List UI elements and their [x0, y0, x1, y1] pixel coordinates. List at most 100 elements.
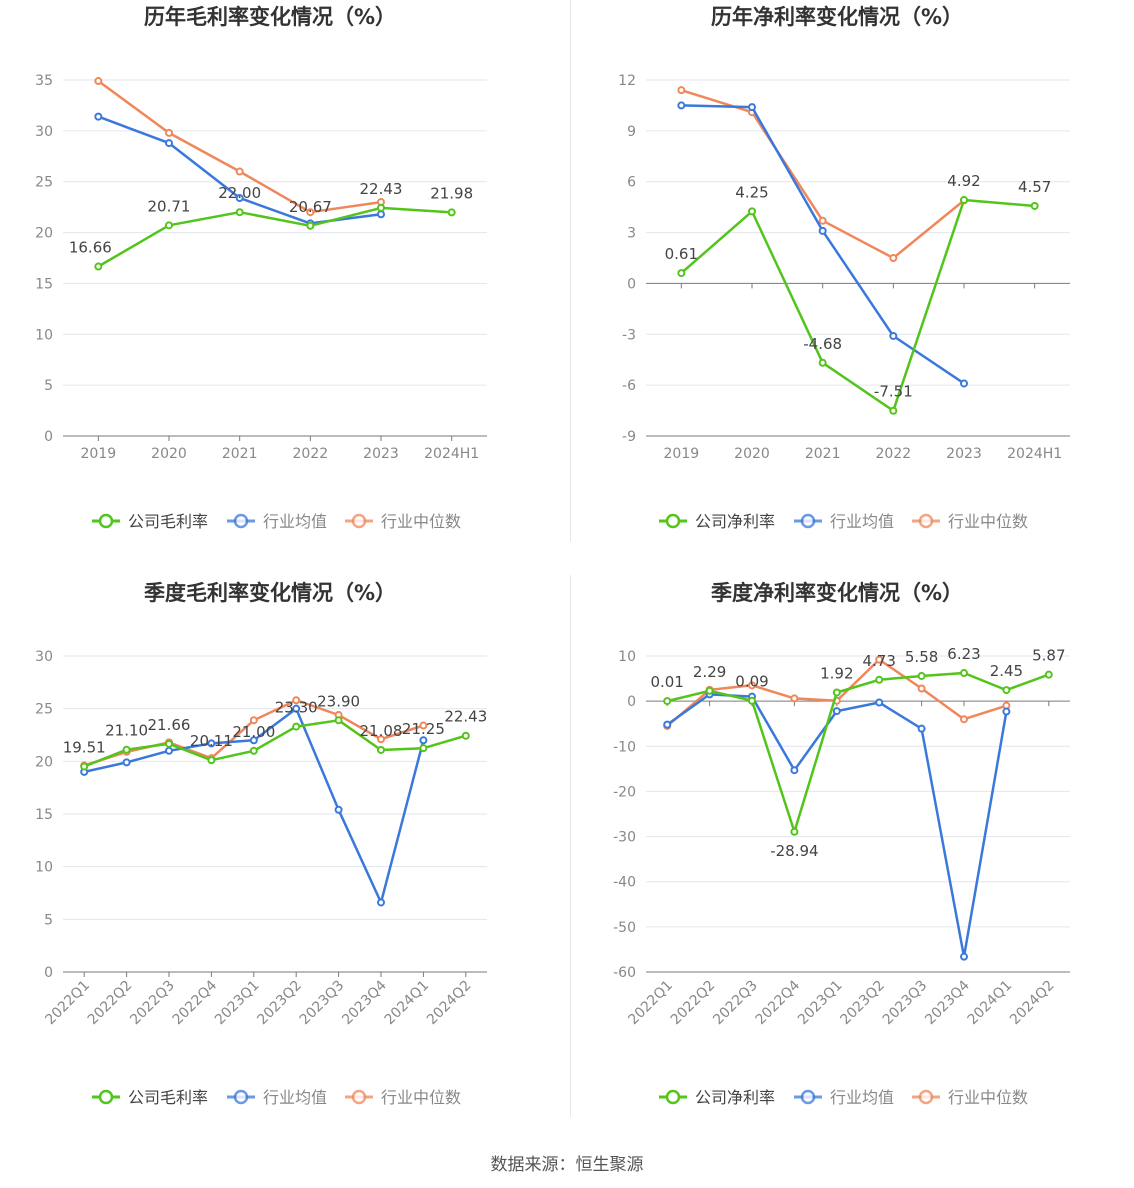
data-point-avg — [832, 707, 841, 716]
y-tick-label: -6 — [622, 378, 636, 394]
legend-label-avg: 行业均值 — [830, 512, 894, 531]
legend-label-company: 公司净利率 — [695, 1088, 775, 1107]
x-tick-label: 2022Q4 — [170, 977, 221, 1028]
data-label: -28.94 — [770, 842, 818, 860]
x-tick-label: 2024Q1 — [382, 978, 433, 1029]
vertical-divider-top — [570, 0, 571, 542]
x-tick-label: 2022Q3 — [710, 978, 761, 1029]
data-point-avg — [748, 103, 756, 112]
chart-title: 历年毛利率变化情况（%） — [144, 5, 396, 29]
y-tick-label: 10 — [618, 649, 636, 665]
y-tick-label: -60 — [613, 965, 636, 981]
data-point-company — [705, 686, 714, 695]
data-label: 21.66 — [148, 716, 191, 734]
legend-label-avg: 行业均值 — [263, 1088, 327, 1107]
y-tick-label: -20 — [613, 784, 636, 800]
data-point-avg — [419, 736, 428, 745]
x-tick-label: 2024Q2 — [424, 978, 475, 1029]
legend-marker-avg — [233, 513, 249, 529]
data-source-label: 数据来源：恒生聚源 — [490, 1155, 644, 1175]
y-tick-label: 15 — [35, 276, 53, 292]
legend-label-company: 公司毛利率 — [128, 512, 208, 531]
annual-gross-margin-panel: 历年毛利率变化情况（%） 0 5 10 15 20 25 30 35 2019 2020 2021 20… — [0, 0, 567, 576]
data-point-company — [748, 696, 756, 705]
data-point-avg — [334, 805, 343, 814]
data-point-avg — [663, 720, 672, 729]
data-label: 23.90 — [317, 692, 360, 710]
annual-gross-margin-chart: 历年毛利率变化情况（%） 0 5 10 15 20 25 30 35 2019 2020 2021 20… — [35, 5, 487, 531]
y-tick-label: -3 — [622, 327, 636, 343]
x-tick-label: 2022Q2 — [85, 978, 136, 1029]
data-point-company — [960, 669, 968, 678]
x-tick-label: 2022Q3 — [127, 978, 178, 1029]
data-point-company — [790, 827, 799, 836]
data-point-company — [377, 203, 385, 212]
data-point-avg — [1002, 707, 1011, 716]
data-point-company — [235, 208, 244, 217]
data-point-company — [1002, 686, 1011, 695]
y-tick-label: 3 — [627, 226, 636, 242]
data-point-avg — [122, 758, 131, 767]
data-point-median — [960, 715, 968, 724]
data-label: 20.71 — [148, 197, 191, 215]
data-point-median — [790, 694, 799, 703]
y-tick-label: 5 — [44, 912, 53, 928]
data-point-median — [748, 681, 756, 690]
data-label: 22.43 — [444, 708, 487, 726]
y-tick-label: 30 — [35, 649, 53, 665]
legend-marker-avg — [233, 1089, 249, 1105]
data-label: 0.61 — [665, 245, 698, 263]
data-point-median — [249, 716, 258, 725]
data-point-company — [1044, 670, 1053, 679]
data-point-median — [889, 254, 898, 262]
y-tick-label: -40 — [613, 875, 636, 891]
y-tick-label: 0 — [627, 694, 636, 710]
data-point-median — [818, 216, 827, 225]
x-tick-label: 2024H1 — [424, 446, 479, 462]
x-tick-label: 2022 — [293, 446, 329, 462]
legend-label-median: 行业中位数 — [381, 512, 461, 531]
y-tick-label: 20 — [35, 754, 53, 770]
legend-label-median: 行业中位数 — [381, 1088, 461, 1107]
legend-marker-median — [918, 1089, 934, 1105]
data-label: 4.57 — [1018, 178, 1051, 196]
x-tick-label: 2022 — [876, 446, 912, 462]
x-tick-label: 2019 — [81, 446, 117, 462]
data-point-company — [1030, 201, 1039, 210]
data-point-avg — [790, 766, 799, 775]
x-tick-label: 2021 — [805, 446, 841, 462]
x-tick-label: 2023Q4 — [922, 977, 973, 1028]
legend-marker-median — [918, 513, 934, 529]
y-tick-label: 30 — [35, 124, 53, 140]
y-tick-label: 0 — [627, 276, 636, 292]
series-line-company — [83, 719, 467, 768]
y-tick-label: 9 — [627, 124, 636, 140]
x-tick-label: 2024Q2 — [1007, 978, 1058, 1029]
quarterly-net-margin-chart: 季度净利率变化情况（%）-60-50-40-30-20-100102022Q12… — [613, 581, 1070, 1107]
data-point-company — [207, 756, 216, 765]
data-point-company — [122, 745, 131, 754]
data-label: 5.87 — [1032, 647, 1065, 665]
data-point-avg — [875, 698, 884, 707]
data-point-avg — [207, 739, 216, 748]
data-point-company — [832, 688, 841, 697]
data-label: 4.25 — [735, 183, 768, 201]
data-point-company — [165, 739, 173, 748]
data-point-company — [377, 745, 385, 754]
series-line-company — [680, 198, 1035, 412]
data-point-avg — [165, 139, 173, 148]
data-label: 21.98 — [430, 184, 473, 202]
data-label: 21.25 — [402, 720, 445, 738]
data-point-company — [292, 722, 301, 731]
data-point-avg — [249, 736, 258, 745]
series-line-company — [666, 671, 1050, 834]
legend-marker-company — [98, 1089, 114, 1105]
data-point-median — [306, 208, 315, 217]
legend-marker-avg — [800, 513, 816, 529]
legend-label-avg: 行业均值 — [830, 1088, 894, 1107]
x-tick-label: 2022Q4 — [753, 977, 804, 1028]
data-point-avg — [889, 331, 898, 340]
legend-marker-median — [351, 513, 367, 529]
series-line-avg — [666, 693, 1008, 958]
data-label: 16.66 — [69, 239, 112, 257]
